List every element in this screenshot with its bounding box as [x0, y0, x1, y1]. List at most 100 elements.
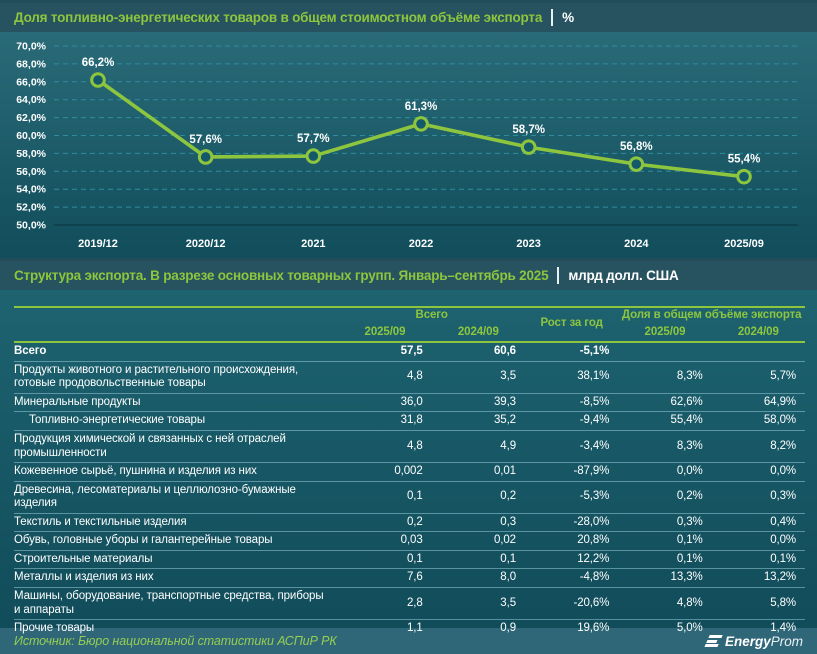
row-value: -3,4% [579, 439, 610, 452]
table-row: Машины, оборудование, транспортные средс… [14, 587, 805, 620]
row-label: Строительные материалы [14, 552, 153, 565]
y-axis-tick: 60,0% [16, 130, 46, 142]
row-value: 12,2% [577, 552, 610, 565]
row-value: 0,4% [770, 515, 796, 528]
y-axis-tick: 62,0% [16, 112, 46, 124]
fuel-export-share-line-chart: 70,0% 68,0% 66,0% 64,0% 62,0% 60,0% 58,0% 56,0%… [16, 41, 798, 250]
row-value: 7,6 [406, 571, 423, 584]
row-value: 5,7% [770, 370, 796, 383]
row-value: 8,0 [500, 571, 516, 584]
row-value: 31,8 [400, 414, 423, 427]
row-value: 4,9 [500, 439, 516, 452]
header-total-2024: 2024/09 [431, 324, 525, 343]
row-value: 38,1% [577, 370, 610, 383]
y-axis-tick: 56,0% [16, 166, 46, 178]
row-label: Продукты животного и растительного проис… [14, 363, 299, 390]
table-row: Всего 57,5 60,6 -5,1% [14, 342, 805, 361]
x-axis-tick: 2022 [409, 238, 433, 250]
row-label: Обувь, головные уборы и галантерейные то… [14, 534, 273, 547]
row-value: 0,01 [494, 465, 516, 478]
row-label: Древесина, лесоматериалы и целлюлозно-бу… [14, 483, 296, 510]
title-divider [557, 267, 560, 284]
x-axis-tick: 2025/09 [724, 238, 764, 250]
data-point-label: 58,7% [512, 124, 545, 136]
row-value: 4,8% [676, 596, 703, 609]
row-value: 0,1 [406, 552, 423, 565]
row-value: 20,8% [577, 534, 610, 547]
row-label: Прочие товары [14, 622, 95, 635]
table-row: Древесина, лесоматериалы и целлюлозно-бу… [14, 481, 805, 513]
y-axis-tick: 70,0% [16, 41, 46, 53]
row-label: Машины, оборудование, транспортные средс… [14, 590, 324, 616]
row-value: 0,0% [770, 465, 796, 478]
data-point-marker [520, 139, 537, 155]
row-value: 8,3% [676, 370, 703, 383]
row-value: 0,02 [494, 534, 516, 547]
row-value: 0,9 [500, 622, 516, 635]
row-value: -28,0% [573, 515, 610, 528]
y-axis-tick: 58,0% [16, 148, 46, 160]
y-axis-tick: 68,0% [16, 58, 46, 70]
row-value: 0,2% [676, 490, 703, 503]
row-value: 2,8 [406, 596, 423, 609]
row-value: 55,4% [670, 414, 703, 427]
data-point-label: 55,4% [728, 154, 761, 166]
table-row: Продукция химической и связанных с ней о… [14, 430, 805, 462]
header-label-column [14, 305, 339, 343]
row-value: 1,1 [406, 622, 423, 635]
row-value: 0,1% [770, 552, 796, 565]
row-value [712, 342, 805, 361]
row-value: 0,03 [400, 534, 423, 547]
header-group-share: Доля в общем объёме экспорта [618, 306, 805, 325]
table-row: Металлы и изделия из них 7,6 8,0 -4,8% 13,3%… [14, 568, 805, 588]
row-value: -8,5% [579, 395, 610, 408]
row-value: 64,9% [763, 395, 796, 408]
row-label: Кожевенное сырьё, пушнина и изделия из н… [14, 465, 257, 478]
row-value: 0,2 [500, 490, 516, 503]
y-axis-tick: 52,0% [16, 202, 46, 214]
row-value: 58,0% [763, 414, 796, 427]
row-label: Минеральные продукты [14, 395, 141, 408]
x-axis-tick: 2024 [624, 238, 649, 250]
y-axis-tick: 50,0% [16, 220, 46, 232]
row-value: 4,8 [406, 370, 423, 383]
row-value: 62,6% [670, 395, 703, 408]
row-value: 39,3 [494, 395, 516, 408]
header-group-total: Всего [338, 306, 525, 325]
row-value: 13,2% [763, 571, 796, 584]
table-row: Прочие товары 1,1 0,9 19,6% 5,0% 1,4% [14, 619, 805, 639]
row-value: 0,1 [500, 552, 516, 565]
row-value: 8,2% [770, 439, 796, 452]
energyprom-logo-text: EnergyProm [724, 633, 803, 649]
title-divider [551, 9, 554, 26]
data-point-marker [197, 149, 214, 165]
row-value: 5,0% [676, 622, 703, 635]
data-point-label: 66,2% [82, 57, 115, 69]
y-axis-tick: 64,0% [16, 94, 46, 106]
row-value: 57,5 [400, 345, 423, 358]
row-value: 19,6% [577, 622, 610, 635]
row-value: -5,1% [579, 345, 610, 358]
x-axis-tick: 2021 [301, 238, 325, 250]
row-label: Металлы и изделия из них [14, 571, 154, 584]
source-note: Источник: Бюро национальной статистики А… [14, 634, 337, 648]
row-value: -20,6% [573, 596, 610, 609]
row-value: 0,3 [500, 515, 516, 528]
row-value: 0,0% [676, 465, 703, 478]
line-chart-section: 70,0% 68,0% 66,0% 64,0% 62,0% 60,0% 58,0% 56,0%… [0, 32, 817, 258]
table-unit-label: млрд долл. США [568, 268, 679, 283]
data-point-label: 61,3% [405, 101, 438, 113]
data-point-label: 56,8% [620, 141, 653, 153]
row-value: -87,9% [573, 465, 610, 478]
y-axis-tick: 54,0% [16, 184, 46, 196]
header-growth: Рост за год [524, 305, 619, 343]
row-value: 0,1% [676, 552, 703, 565]
data-point-marker [628, 156, 645, 172]
energyprom-logo: EnergyProm [704, 633, 803, 649]
header-share-2024: 2024/09 [711, 324, 805, 343]
data-point-label: 57,6% [189, 134, 222, 146]
row-value: 3,5 [500, 596, 516, 609]
energyprom-e-icon [704, 634, 723, 648]
data-point-marker [413, 116, 429, 132]
table-row: Строительные материалы 0,1 0,1 12,2% 0,1% 0,1… [14, 550, 805, 569]
